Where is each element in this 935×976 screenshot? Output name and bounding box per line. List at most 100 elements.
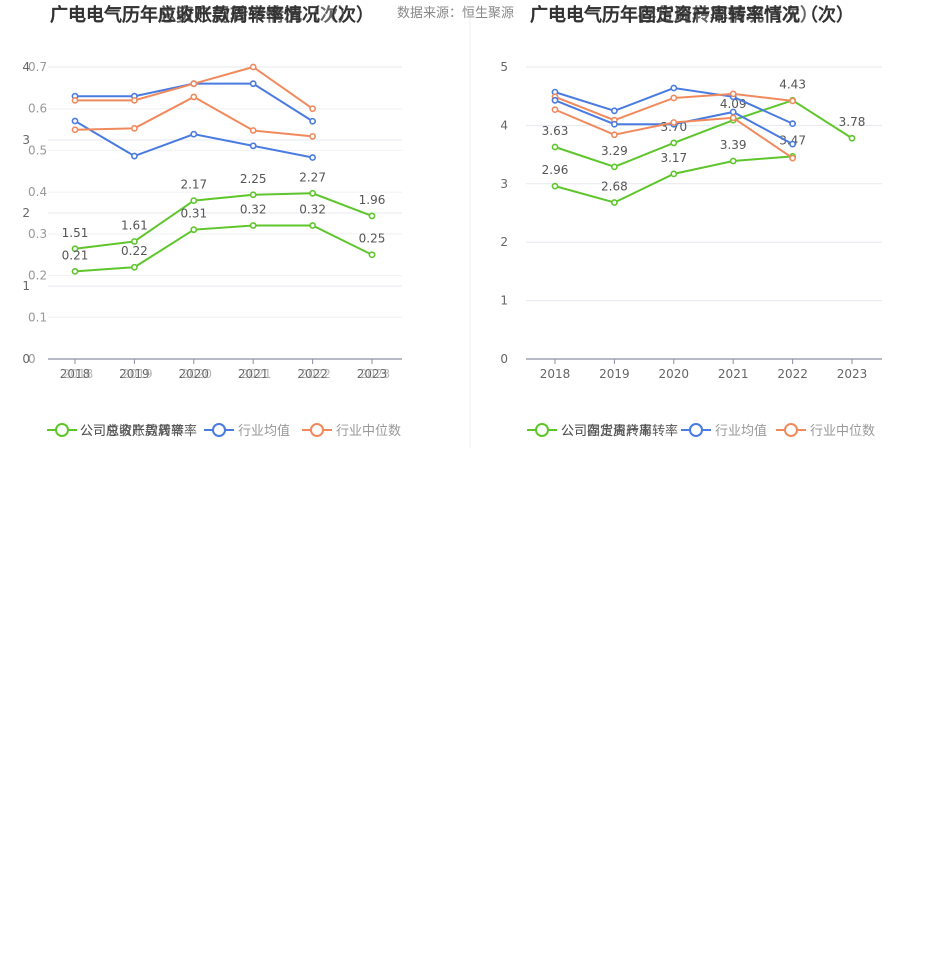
data-point[interactable] — [789, 154, 796, 162]
legend-item-mean[interactable]: 行业均值 — [715, 423, 767, 439]
x-tick-label: 2022 — [297, 367, 328, 381]
x-tick-label-ghost: 2018 — [63, 367, 94, 381]
data-point[interactable] — [249, 80, 257, 88]
data-point[interactable] — [309, 132, 316, 140]
data-point[interactable] — [190, 197, 198, 204]
data-label: 3.63 — [542, 124, 569, 138]
data-point[interactable] — [71, 245, 79, 253]
y-tick-label: 1 — [22, 279, 30, 293]
data-point[interactable] — [130, 152, 138, 160]
y-tick-label-secondary: 0.3 — [28, 227, 47, 241]
legend-item-company-ghost[interactable]: 公司总资产周转率 — [80, 423, 184, 439]
data-point[interactable] — [729, 90, 737, 98]
data-point[interactable] — [309, 105, 316, 113]
chart-2-legend[interactable]: 公司存货周转率 公司固定资产周转率 行业均值 行业中位数 — [527, 423, 875, 439]
series-line — [554, 99, 853, 168]
y-tick-label: 4 — [500, 118, 508, 132]
data-point[interactable] — [130, 263, 138, 271]
data-point[interactable] — [249, 142, 257, 150]
data-point[interactable] — [611, 120, 618, 128]
data-point[interactable] — [309, 189, 316, 197]
data-point[interactable] — [309, 222, 316, 229]
x-tick-label-ghost: 2019 — [122, 367, 153, 381]
data-point[interactable] — [551, 96, 559, 104]
data-point[interactable] — [249, 191, 257, 199]
x-tick-label: 2020 — [659, 367, 690, 381]
x-tick-label: 2019 — [599, 367, 630, 381]
data-label: 2.17 — [180, 178, 207, 192]
legend-circle — [689, 423, 703, 437]
data-point[interactable] — [551, 106, 559, 114]
data-point[interactable] — [670, 94, 678, 102]
data-point[interactable] — [789, 97, 796, 105]
y-tick-label: 0 — [500, 352, 508, 366]
legend-item-median[interactable]: 行业中位数 — [810, 424, 875, 439]
series-median-5 — [71, 63, 316, 113]
data-point[interactable] — [190, 80, 198, 88]
data-point[interactable] — [368, 251, 376, 259]
data-point[interactable] — [670, 119, 678, 126]
data-point[interactable] — [789, 120, 796, 128]
x-tick-label-ghost: 2023 — [360, 367, 391, 381]
legend-marker-median[interactable] — [302, 423, 332, 437]
data-point[interactable] — [611, 199, 618, 206]
y-tick-label-secondary: 0.2 — [28, 269, 47, 283]
chart-1-legend[interactable]: 公司总资产周转率 公司应收账款周转率 行业均值 行业中位数 — [47, 423, 401, 439]
data-point[interactable] — [611, 131, 618, 139]
data-point[interactable] — [190, 226, 198, 234]
data-point[interactable] — [71, 96, 79, 104]
data-point[interactable] — [130, 96, 138, 104]
data-point[interactable] — [309, 117, 316, 125]
data-label: 0.22 — [121, 244, 148, 258]
data-point[interactable] — [249, 63, 257, 71]
data-point[interactable] — [670, 84, 678, 92]
data-point[interactable] — [611, 107, 618, 115]
data-label: 3.47 — [779, 133, 806, 147]
legend-circle — [55, 423, 69, 437]
legend-item-company[interactable]: 公司固定资产周转率 — [561, 423, 678, 439]
data-point[interactable] — [71, 126, 79, 134]
data-point[interactable] — [190, 93, 198, 101]
data-point[interactable] — [670, 139, 678, 147]
data-point[interactable] — [71, 267, 79, 275]
data-point[interactable] — [729, 157, 737, 165]
chart-2-plot: 0 1 2 3 4 5 2018 2019 2020 2021 2022 2023 3.63 3.29 3.… — [500, 60, 882, 381]
x-tick-label-ghost: 2021 — [241, 367, 272, 381]
data-point[interactable] — [130, 238, 138, 245]
y-tick-label-secondary: 0.5 — [28, 143, 47, 157]
data-point[interactable] — [551, 143, 559, 151]
legend-item-mean[interactable]: 行业均值 — [238, 423, 290, 439]
data-point[interactable] — [71, 117, 79, 125]
data-point[interactable] — [789, 140, 796, 148]
x-tick-label: 2022 — [777, 367, 808, 381]
legend-marker-company[interactable] — [527, 423, 557, 437]
data-point[interactable] — [611, 163, 618, 171]
data-point[interactable] — [670, 170, 678, 178]
legend-marker-median[interactable] — [776, 423, 806, 437]
data-point[interactable] — [190, 130, 198, 138]
data-point[interactable] — [848, 134, 856, 142]
y-tick-label: 2 — [22, 206, 30, 220]
y-tick-label-secondary: 0.7 — [28, 60, 47, 74]
data-point[interactable] — [729, 108, 737, 116]
legend-marker-mean[interactable] — [204, 423, 234, 437]
data-point[interactable] — [551, 182, 559, 190]
data-point[interactable] — [729, 114, 737, 122]
legend-item-company-ghost[interactable]: 公司存货周转率 — [561, 423, 652, 439]
legend-item-median[interactable]: 行业中位数 — [336, 424, 401, 439]
chart-2-title: 广电电气历年固定资产周转率情况（次） — [530, 4, 854, 26]
x-tick-label: 2023 — [357, 367, 388, 381]
data-point[interactable] — [368, 212, 376, 220]
data-point[interactable] — [249, 222, 257, 229]
y-tick-label: 4 — [22, 60, 30, 74]
data-point[interactable] — [130, 124, 138, 132]
data-point[interactable] — [249, 127, 257, 134]
legend-item-company[interactable]: 公司应收账款周转率 — [80, 423, 197, 439]
data-label: 0.31 — [180, 207, 207, 221]
legend-marker-mean[interactable] — [681, 423, 711, 437]
data-point[interactable] — [309, 154, 316, 161]
legend-circle — [212, 423, 226, 437]
data-label: 4.43 — [779, 77, 806, 91]
legend-marker-company[interactable] — [47, 423, 77, 437]
